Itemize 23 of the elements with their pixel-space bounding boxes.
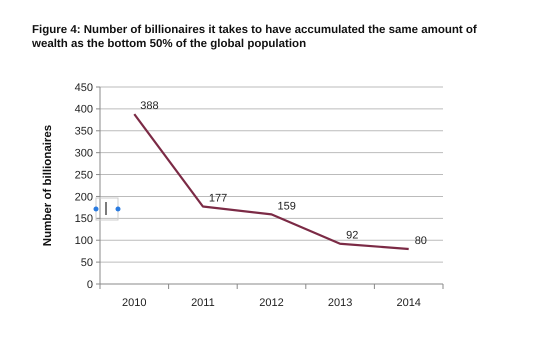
data-label: 159 [278,200,296,212]
x-tick-label: 2010 [122,297,147,309]
y-tick-label: 350 [74,126,93,138]
x-tick-label: 2013 [328,297,352,309]
data-label: 92 [346,230,358,242]
x-tick-label: 2011 [191,297,215,309]
y-tick-label: 0 [86,278,93,291]
y-tick-label: 200 [74,191,93,204]
y-tick-label: 150 [74,213,93,226]
x-tick-label: 2012 [259,297,284,309]
chart-title: Figure 4: Number of billionaires it takes to have accumulated the same amount of wealth as the bottom 50% of the global population [31,24,477,50]
y-tick-label: 450 [74,82,93,94]
y-tick-label: 100 [74,235,93,248]
data-label: 388 [140,100,159,112]
y-axis-title: Number of billionaires [42,124,54,246]
y-tick-label: 300 [74,148,93,160]
data-label: 80 [414,234,427,247]
y-tick-label: 400 [74,104,93,116]
x-tick-label: 2014 [396,297,421,309]
y-tick-label: 250 [74,169,93,182]
line-series [133,113,410,250]
y-tick-label: 50 [80,256,93,269]
data-label: 177 [208,192,228,205]
